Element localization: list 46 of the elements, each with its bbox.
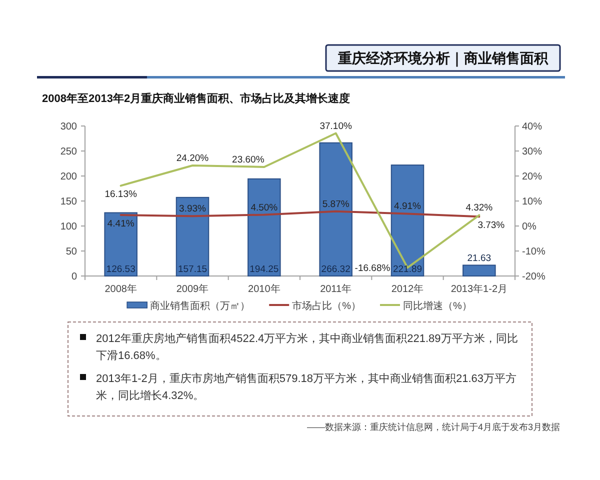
- line-label: 4.32%: [466, 202, 493, 214]
- note: 2013年1-2月，重庆市房地产销售面积579.18万平方米，其中商业销售面积21.63万平方米，同比增长4.32%。: [96, 373, 517, 402]
- y2-tick-label: 0%: [522, 222, 536, 232]
- line-label: 3.93%: [179, 204, 206, 215]
- line-label: 4.91%: [394, 201, 421, 212]
- source: ——数据来源：重庆统计信息网，统计局于4月底于发布3月数据: [306, 422, 560, 432]
- line-label: 3.73%: [478, 220, 505, 232]
- line-label: 4.50%: [250, 202, 278, 214]
- line-label: 37.10%: [320, 120, 352, 132]
- y-tick-label: 250: [60, 146, 77, 158]
- title: 重庆经济环境分析｜商业销售面积: [338, 50, 548, 66]
- y2-tick-label: -10%: [522, 246, 546, 258]
- legend-label: 商业销售面积（万㎡）: [150, 301, 250, 312]
- bar-label: 194.25: [250, 264, 279, 275]
- bar-label: 157.15: [178, 264, 208, 275]
- y2-tick-label: 30%: [522, 146, 542, 158]
- x-tick-label: 2010年: [248, 284, 280, 295]
- line-label: 16.13%: [104, 189, 137, 200]
- line-label: 4.41%: [107, 218, 134, 230]
- y2-tick-label: -20%: [522, 272, 546, 282]
- legend-label: 同比增速（%）: [403, 301, 472, 312]
- y-tick-label: 100: [60, 222, 77, 232]
- line-label: 5.87%: [322, 198, 350, 210]
- y-tick-label: 150: [60, 196, 77, 208]
- x-tick-label: 2012年: [391, 284, 424, 295]
- y-tick-label: 50: [66, 246, 77, 258]
- bar-label: 126.53: [106, 264, 136, 275]
- line-label: -16.68%: [354, 263, 390, 274]
- legend-label: 市场占比（%）: [292, 301, 361, 312]
- note: 2012年重庆房地产销售面积4522.4万平方米，其中商业销售面积221.89万平方米，同比下滑16.68%。: [96, 333, 518, 362]
- x-tick-label: 2013年1-2月: [450, 284, 508, 295]
- x-tick-label: 2008年: [104, 284, 137, 295]
- y-tick-label: 300: [60, 122, 77, 132]
- subtitle: 2008年至2013年2月重庆商业销售面积、市场占比及其增长速度: [42, 93, 350, 105]
- y2-tick-label: 20%: [522, 172, 542, 182]
- bar-label: 266.32: [321, 264, 350, 275]
- line-label: 23.60%: [232, 154, 264, 166]
- bar-label: 221.89: [392, 264, 422, 275]
- x-tick-label: 2009年: [176, 284, 209, 295]
- line-label: 24.20%: [176, 153, 209, 164]
- y-tick-label: 0: [71, 272, 77, 282]
- y-tick-label: 200: [60, 172, 77, 182]
- y2-tick-label: 40%: [522, 122, 542, 132]
- bar-label: 21.63: [467, 253, 492, 264]
- y2-tick-label: 10%: [522, 196, 542, 208]
- x-tick-label: 2011年: [320, 284, 352, 295]
